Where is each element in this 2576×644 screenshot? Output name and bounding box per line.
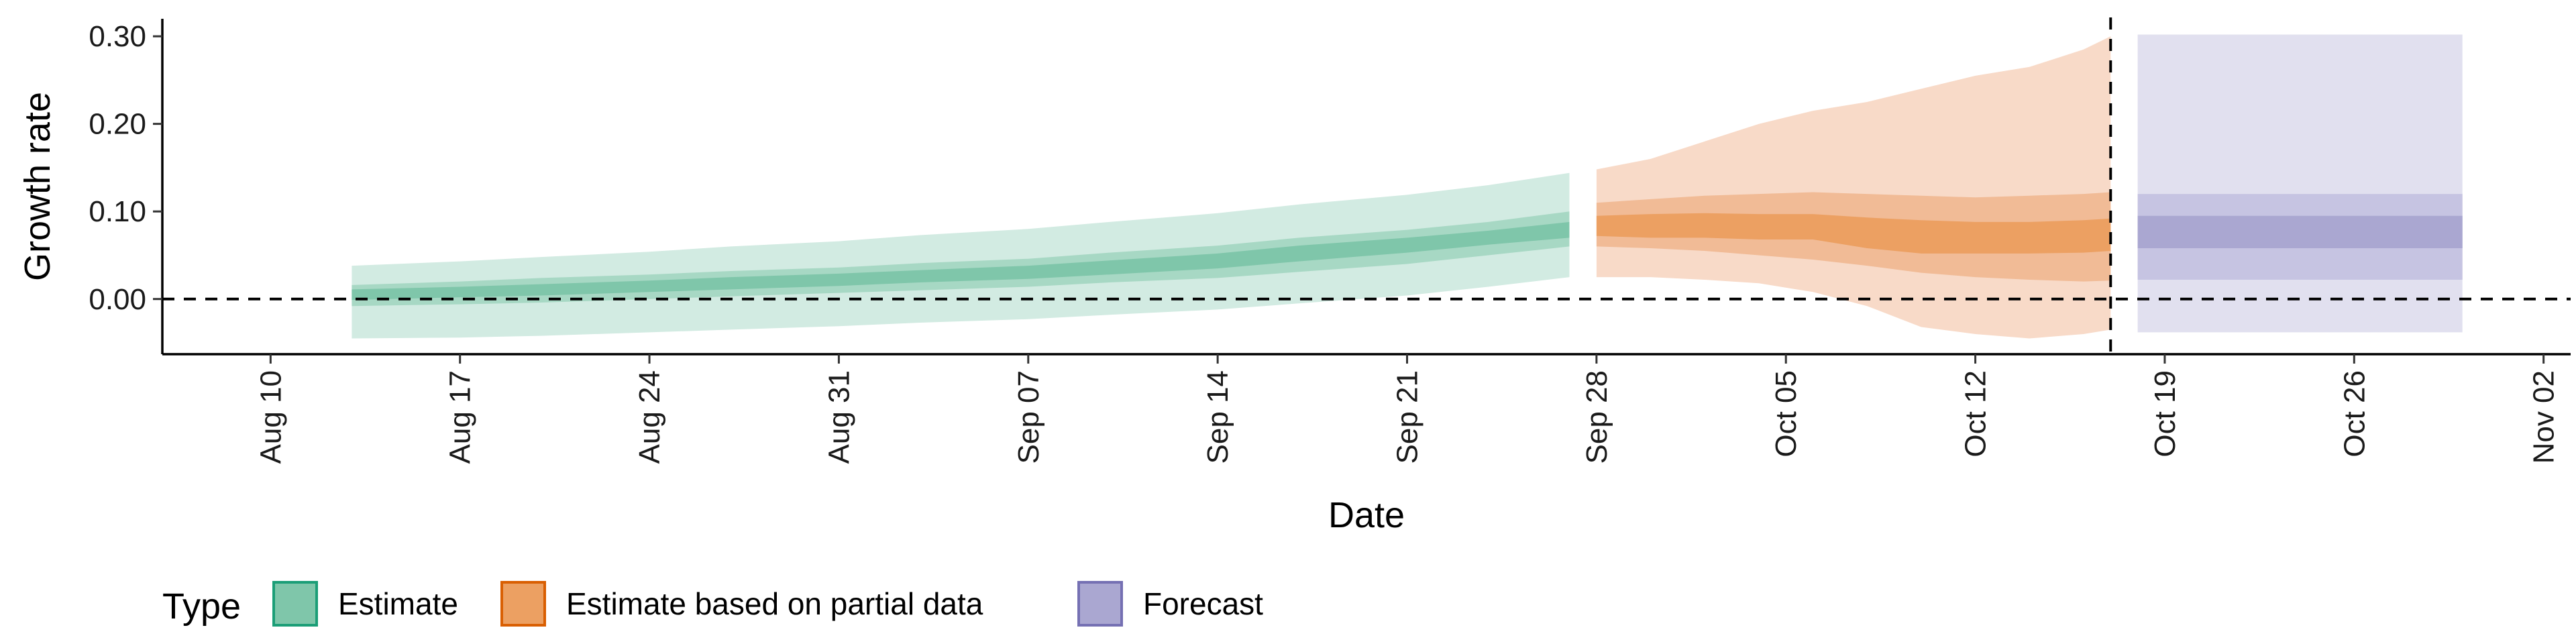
y-axis-ticks: 0.00 0.10 0.20 0.30: [89, 20, 162, 316]
x-tick-label: Oct 19: [2149, 370, 2182, 458]
legend-title: Type: [162, 586, 241, 627]
x-tick-label: Aug 31: [822, 370, 855, 464]
x-tick-label: Sep 14: [1201, 370, 1234, 464]
x-tick-label: Aug 17: [444, 370, 477, 464]
estimate-inner-interval-band: [352, 221, 1570, 301]
y-tick-label: 0.10: [89, 195, 146, 228]
series-estimate: [352, 172, 1570, 339]
forecast-outer-interval-band: [2137, 34, 2463, 333]
x-tick-label: Aug 24: [633, 370, 666, 464]
x-tick-label: Sep 28: [1580, 370, 1613, 464]
x-tick-label: Aug 10: [254, 370, 287, 464]
x-tick-label: Sep 07: [1012, 370, 1045, 464]
y-tick-label: 0.30: [89, 20, 146, 53]
y-axis-title: Growth rate: [17, 92, 58, 281]
x-tick-label: Oct 26: [2338, 370, 2371, 458]
legend-items: Estimate Estimate based on partial data Fo…: [272, 581, 1263, 627]
legend-label-estimate: Estimate: [338, 586, 458, 621]
legend-swatch-forecast: [1077, 581, 1123, 627]
legend-label-estimate-based-on-partial-data: Estimate based on partial data: [566, 586, 983, 621]
x-axis-title: Date: [1328, 495, 1405, 535]
y-tick-label: 0.20: [89, 108, 146, 141]
legend-label-forecast: Forecast: [1143, 586, 1263, 621]
series-bands: [352, 34, 2463, 339]
estimate-based-on-partial-data-outer-interval-band: [1596, 36, 2111, 339]
legend-swatch-estimate-based-on-partial-data: [500, 581, 546, 627]
y-tick-label: 0.00: [89, 283, 146, 316]
series-estimate-based-on-partial-data: [1596, 36, 2111, 339]
estimate-based-on-partial-data-inner-interval-band: [1596, 213, 2111, 254]
forecast-inner-interval-band: [2137, 215, 2463, 248]
legend-swatch-estimate: [272, 581, 318, 627]
x-axis-ticks: Aug 10 Aug 17 Aug 24 Aug 31 Sep 07 Sep 14 Sep …: [254, 354, 2561, 464]
x-tick-label: Oct 05: [1770, 370, 1803, 458]
x-tick-label: Oct 12: [1960, 370, 1992, 458]
x-tick-label: Sep 21: [1391, 370, 1424, 464]
series-forecast: [2137, 34, 2463, 333]
x-tick-label: Nov 02: [2528, 370, 2561, 464]
legend: Type Estimate Estimate based on partial d…: [162, 581, 1263, 627]
plot-area: 0.00 0.10 0.20 0.30 Aug 10 Aug 17 Aug 24 Aug 3…: [89, 17, 2571, 464]
